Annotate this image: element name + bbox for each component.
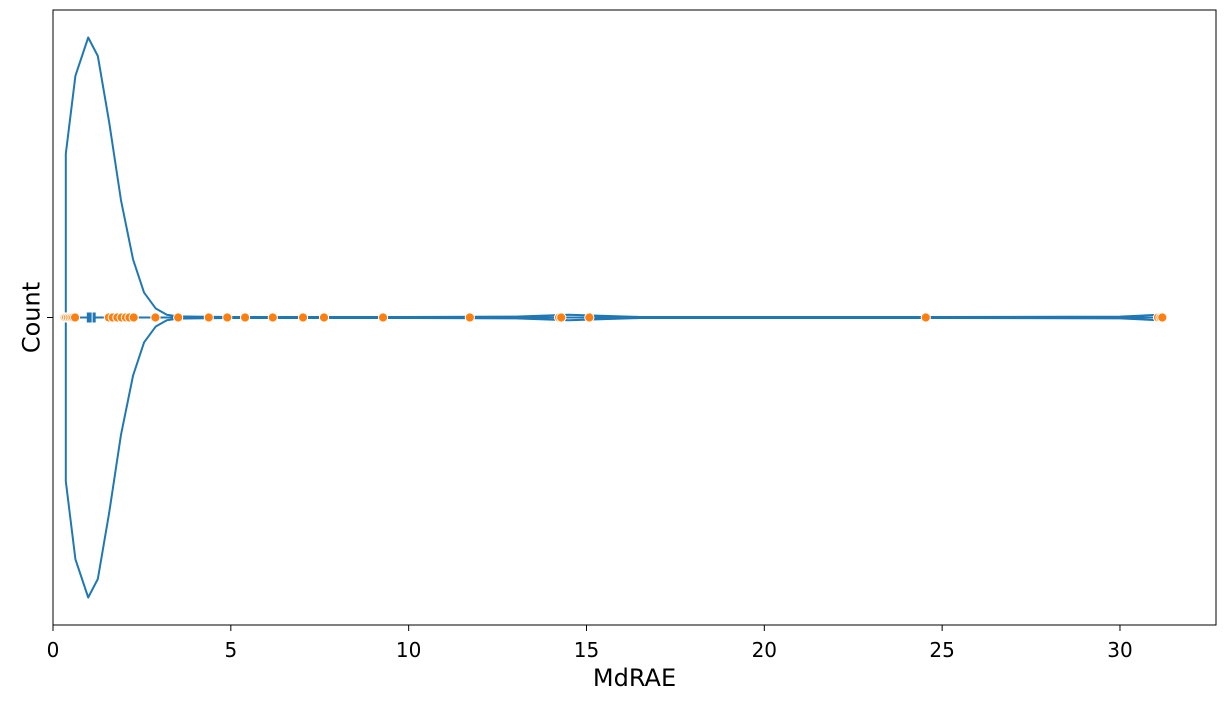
data-point <box>267 312 278 323</box>
data-point <box>584 312 595 323</box>
x-tick-label: 0 <box>47 638 60 662</box>
data-point <box>128 312 139 323</box>
quartile-box <box>86 312 96 323</box>
data-point <box>150 312 161 323</box>
y-axis-title: Count <box>17 282 45 353</box>
data-point <box>1157 312 1168 323</box>
data-point <box>222 312 233 323</box>
x-axis-title: MdRAE <box>593 664 676 692</box>
data-point <box>173 312 184 323</box>
data-point <box>556 312 567 323</box>
x-tick-label: 20 <box>752 638 777 662</box>
x-tick-label: 10 <box>396 638 421 662</box>
x-axis: 0 5 10 15 20 25 30 <box>47 625 1133 662</box>
data-point <box>203 312 214 323</box>
data-point <box>318 312 330 323</box>
plot-area <box>59 36 1168 599</box>
x-tick-label: 15 <box>574 638 599 662</box>
x-tick-label: 25 <box>929 638 954 662</box>
data-point <box>920 312 931 323</box>
x-tick-label: 30 <box>1107 638 1132 662</box>
x-tick-label: 5 <box>224 638 237 662</box>
data-point <box>69 312 81 323</box>
data-point <box>377 312 389 323</box>
data-point <box>297 312 309 323</box>
data-point <box>464 312 475 323</box>
data-point <box>239 312 251 323</box>
